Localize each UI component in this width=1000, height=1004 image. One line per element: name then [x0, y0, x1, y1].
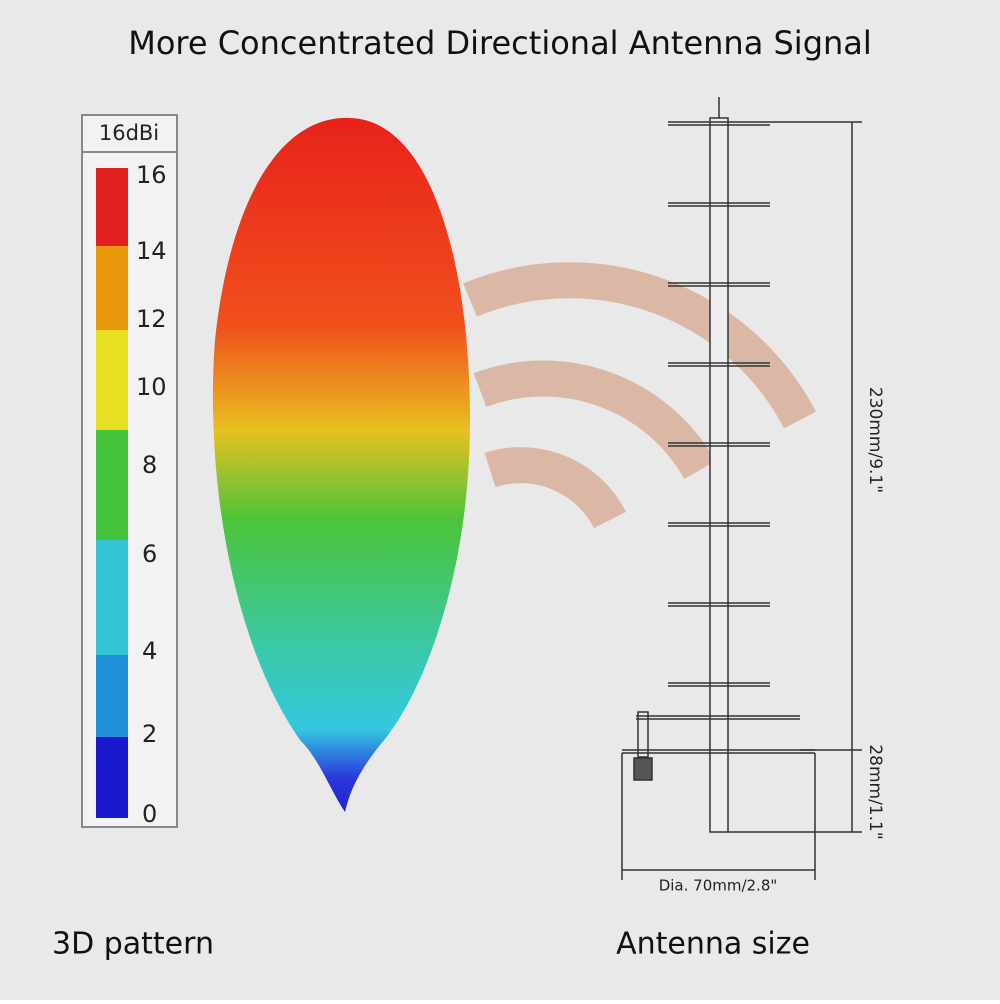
base-height-label: 28mm/1.1": [865, 744, 885, 839]
colorbar-segments: [96, 168, 128, 818]
segment: [96, 330, 128, 430]
diameter-label: Dia. 70mm/2.8": [659, 877, 778, 895]
segment: [96, 430, 128, 540]
tick-label: 12: [136, 305, 167, 333]
antenna-caption: Antenna size: [616, 927, 810, 962]
tick-label: 16: [136, 161, 167, 189]
segment: [96, 540, 128, 655]
tick-label: 14: [136, 237, 167, 265]
segment: [96, 168, 128, 246]
tick-label: 4: [142, 637, 157, 665]
colorbar-ticks: 16 14 12 10 8 6 4 2 0: [136, 161, 167, 828]
tick-label: 6: [142, 540, 157, 568]
antenna-drawing: [621, 97, 862, 880]
segment: [96, 655, 128, 737]
background-wifi-art: [463, 262, 816, 529]
segment: [96, 246, 128, 330]
colorbar-label: 16dBi: [99, 121, 159, 145]
tick-label: 0: [142, 800, 157, 828]
pattern-caption: 3D pattern: [52, 927, 214, 962]
segment: [96, 737, 128, 818]
title: More Concentrated Directional Antenna Si…: [128, 24, 872, 62]
tick-label: 8: [142, 451, 157, 479]
tick-label: 2: [142, 720, 157, 748]
tick-label: 10: [136, 373, 167, 401]
radiation-pattern: [212, 117, 470, 813]
length-label: 230mm/9.1": [865, 387, 885, 493]
